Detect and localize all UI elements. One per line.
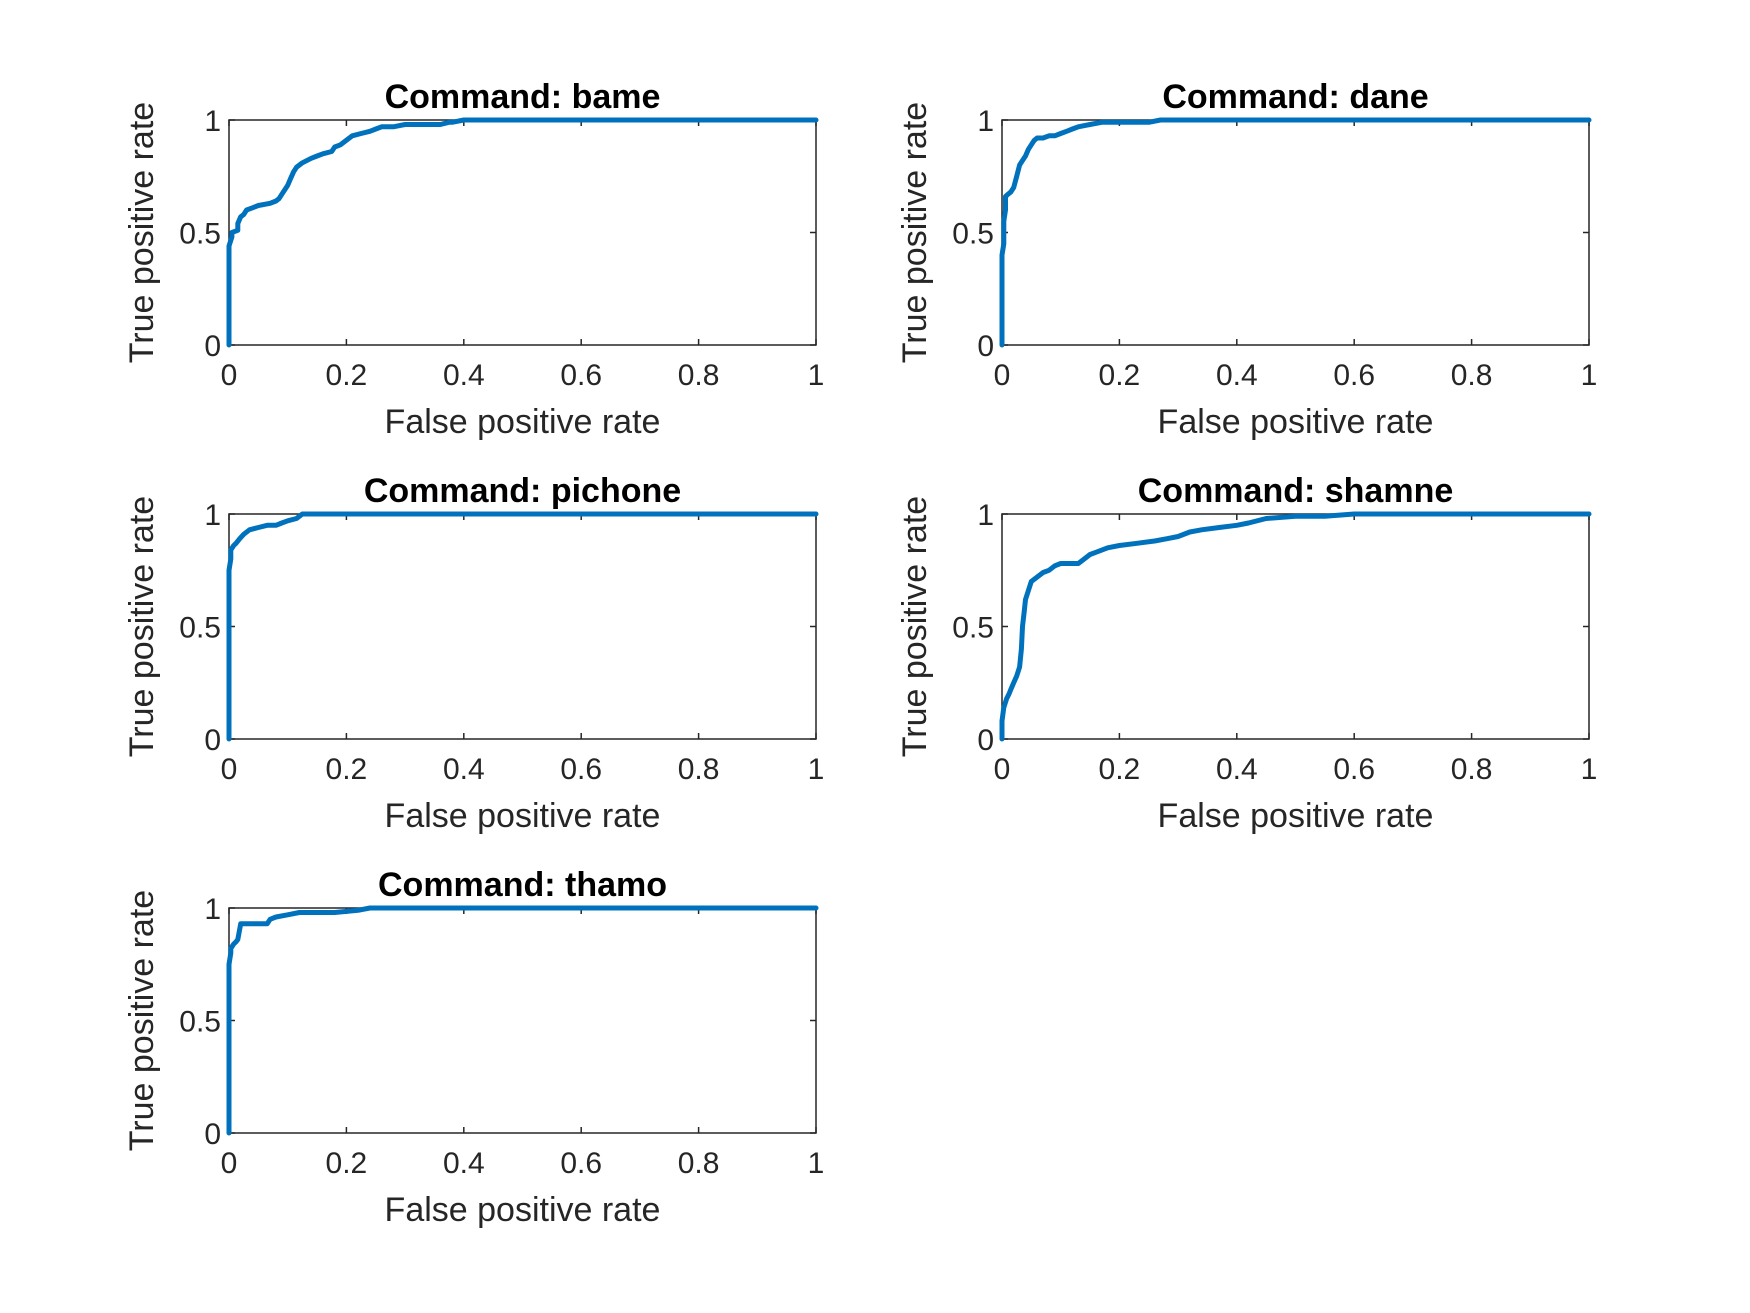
y-tick-label: 0 xyxy=(977,330,994,363)
x-tick-label: 0.6 xyxy=(560,753,602,786)
x-tick-label: 0.6 xyxy=(1333,753,1375,786)
x-tick-label: 0.8 xyxy=(1451,753,1493,786)
x-tick-label: 0.6 xyxy=(560,1147,602,1180)
y-axis-label: True positive rate xyxy=(896,102,934,363)
y-axis-label: True positive rate xyxy=(123,890,161,1151)
chart-title: Command: thamo xyxy=(378,866,667,904)
x-tick-label: 0.2 xyxy=(326,1147,368,1180)
x-tick-label: 0.2 xyxy=(1099,359,1141,392)
y-tick-label: 0 xyxy=(204,1118,221,1151)
roc-panel-3: 0 0.2 0.4 0.6 0.8 1 0 0.5 1 Command: pichone False… xyxy=(123,472,824,835)
x-tick-label: 0 xyxy=(221,1147,238,1180)
x-tick-label: 0.2 xyxy=(326,753,368,786)
axes-box xyxy=(1001,513,1590,740)
x-tick-label: 1 xyxy=(808,753,825,786)
roc-panel-5: 0 0.2 0.4 0.6 0.8 1 0 0.5 1 Command: thamo False p… xyxy=(123,866,824,1229)
x-tick-label: 0.6 xyxy=(560,359,602,392)
x-tick-label: 0.4 xyxy=(1216,359,1258,392)
y-tick-label: 0.5 xyxy=(179,218,221,251)
x-tick-label: 1 xyxy=(808,359,825,392)
x-tick-label: 0.4 xyxy=(1216,753,1258,786)
x-tick-label: 0.4 xyxy=(443,359,485,392)
x-axis-label: False positive rate xyxy=(385,403,661,441)
x-tick-label: 1 xyxy=(1581,359,1598,392)
y-tick-label: 1 xyxy=(204,499,221,532)
roc-curve-line xyxy=(226,905,819,1136)
chart-title: Command: shamne xyxy=(1138,472,1454,510)
x-tick-label: 0.8 xyxy=(678,359,720,392)
x-tick-label: 1 xyxy=(1581,753,1598,786)
roc-panel-4: 0 0.2 0.4 0.6 0.8 1 0 0.5 1 Command: shamne False … xyxy=(896,472,1597,835)
axes-box xyxy=(228,119,817,346)
roc-curve-line xyxy=(999,511,1592,742)
y-tick-label: 1 xyxy=(204,105,221,138)
x-tick-label: 0 xyxy=(221,753,238,786)
x-tick-label: 0.4 xyxy=(443,753,485,786)
chart-title: Command: pichone xyxy=(364,472,681,510)
roc-panel-1: 0 0.2 0.4 0.6 0.8 1 0 0.5 1 Command: bame False po… xyxy=(123,78,824,441)
x-tick-label: 1 xyxy=(808,1147,825,1180)
axes-box xyxy=(228,513,817,740)
roc-curve-line xyxy=(226,511,819,742)
x-axis-label: False positive rate xyxy=(385,1191,661,1229)
x-axis-label: False positive rate xyxy=(385,797,661,835)
axes-box xyxy=(1001,119,1590,346)
x-tick-label: 0.8 xyxy=(678,1147,720,1180)
x-tick-label: 0.8 xyxy=(1451,359,1493,392)
x-tick-label: 0.2 xyxy=(326,359,368,392)
y-axis-label: True positive rate xyxy=(123,496,161,757)
chart-title: Command: dane xyxy=(1162,78,1428,116)
axes-box xyxy=(228,907,817,1134)
y-tick-label: 0.5 xyxy=(179,612,221,645)
y-tick-label: 0 xyxy=(204,724,221,757)
y-tick-label: 1 xyxy=(977,499,994,532)
x-axis-label: False positive rate xyxy=(1158,403,1434,441)
y-tick-label: 1 xyxy=(204,893,221,926)
y-tick-label: 0 xyxy=(204,330,221,363)
y-axis-label: True positive rate xyxy=(123,102,161,363)
x-tick-label: 0.6 xyxy=(1333,359,1375,392)
roc-panel-2: 0 0.2 0.4 0.6 0.8 1 0 0.5 1 Command: dane False po… xyxy=(896,78,1597,441)
y-axis-label: True positive rate xyxy=(896,496,934,757)
chart-title: Command: bame xyxy=(385,78,661,116)
x-tick-label: 0.2 xyxy=(1099,753,1141,786)
y-tick-label: 1 xyxy=(977,105,994,138)
y-tick-label: 0.5 xyxy=(952,612,994,645)
x-tick-label: 0.4 xyxy=(443,1147,485,1180)
x-tick-label: 0 xyxy=(994,359,1011,392)
x-tick-label: 0.8 xyxy=(678,753,720,786)
roc-curve-line xyxy=(999,117,1592,348)
y-tick-label: 0.5 xyxy=(179,1006,221,1039)
y-tick-label: 0.5 xyxy=(952,218,994,251)
x-axis-label: False positive rate xyxy=(1158,797,1434,835)
roc-curve-line xyxy=(226,117,819,348)
x-tick-label: 0 xyxy=(221,359,238,392)
x-tick-label: 0 xyxy=(994,753,1011,786)
y-tick-label: 0 xyxy=(977,724,994,757)
